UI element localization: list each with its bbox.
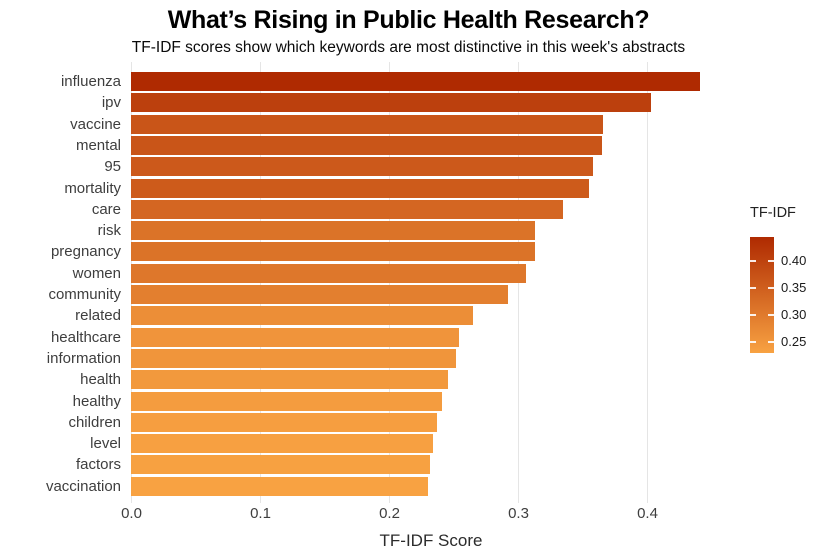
y-label-risk: risk	[97, 222, 121, 240]
y-label-mental: mental	[75, 136, 121, 154]
legend-tick-mark	[750, 313, 756, 316]
plot-panel	[131, 62, 731, 503]
legend-tick-mark	[750, 259, 756, 262]
y-label-community: community	[48, 286, 121, 303]
legend-gradient-bar	[750, 237, 774, 353]
legend-label-0.35: 0.35	[781, 280, 807, 296]
gridline-x-0.4	[647, 62, 648, 503]
bar-95	[131, 157, 593, 177]
bar-influenza	[131, 72, 700, 91]
bar-care	[131, 199, 564, 219]
x-tick-0.0: 0.0	[121, 505, 142, 522]
chart-subtitle: TF-IDF scores show which keywords are mo…	[131, 39, 686, 56]
legend-tick-mark	[750, 340, 756, 343]
y-label-children: children	[68, 413, 121, 431]
y-label-pregnancy: pregnancy	[50, 243, 121, 261]
bar-healthcare	[131, 327, 459, 347]
x-tick-0.1: 0.1	[250, 505, 271, 522]
y-label-care: care	[91, 200, 121, 218]
legend-tick-mark	[768, 259, 774, 262]
y-label-health: health	[80, 371, 121, 389]
legend-label-0.25: 0.25	[781, 334, 807, 350]
y-label-related: related	[75, 307, 121, 325]
bar-factors	[131, 455, 431, 475]
bar-community	[131, 285, 508, 304]
bar-vaccination	[131, 476, 428, 496]
bar-healthy	[131, 391, 442, 411]
legend-tick-mark	[768, 340, 774, 343]
bar-vaccine	[131, 114, 604, 134]
chart-title: What’s Rising in Public Health Research?	[167, 6, 650, 34]
y-label-healthcare: healthcare	[50, 328, 121, 346]
y-label-information: information	[46, 349, 121, 367]
y-label-level: level	[90, 435, 121, 453]
bar-mental	[131, 135, 602, 155]
bar-risk	[131, 221, 535, 241]
bar-pregnancy	[131, 242, 535, 262]
legend-label-0.40: 0.40	[781, 253, 807, 269]
y-label-influenza: influenza	[60, 73, 121, 90]
x-tick-0.2: 0.2	[379, 505, 400, 522]
y-label-mortality: mortality	[64, 179, 121, 197]
legend-tick-mark	[768, 313, 774, 316]
y-label-95: 95	[104, 158, 121, 176]
bar-women	[131, 263, 526, 283]
legend-label-0.30: 0.30	[781, 307, 807, 323]
y-label-ipv: ipv	[101, 94, 121, 112]
y-label-healthy: healthy	[72, 392, 121, 410]
y-label-vaccination: vaccination	[45, 477, 121, 495]
x-tick-0.4: 0.4	[637, 505, 658, 522]
legend-title: TF-IDF	[750, 205, 796, 221]
bar-related	[131, 306, 473, 326]
legend-tick-mark	[750, 286, 756, 289]
bar-ipv	[131, 93, 651, 113]
bar-children	[131, 412, 437, 432]
legend-tick-mark	[768, 286, 774, 289]
bar-mortality	[131, 178, 589, 198]
x-axis-title: TF-IDF Score	[379, 531, 483, 550]
bar-health	[131, 370, 449, 390]
y-label-factors: factors	[75, 456, 121, 474]
bar-information	[131, 348, 457, 368]
x-tick-0.3: 0.3	[508, 505, 529, 522]
y-label-vaccine: vaccine	[70, 115, 121, 133]
bar-level	[131, 434, 433, 454]
y-label-women: women	[72, 264, 121, 282]
